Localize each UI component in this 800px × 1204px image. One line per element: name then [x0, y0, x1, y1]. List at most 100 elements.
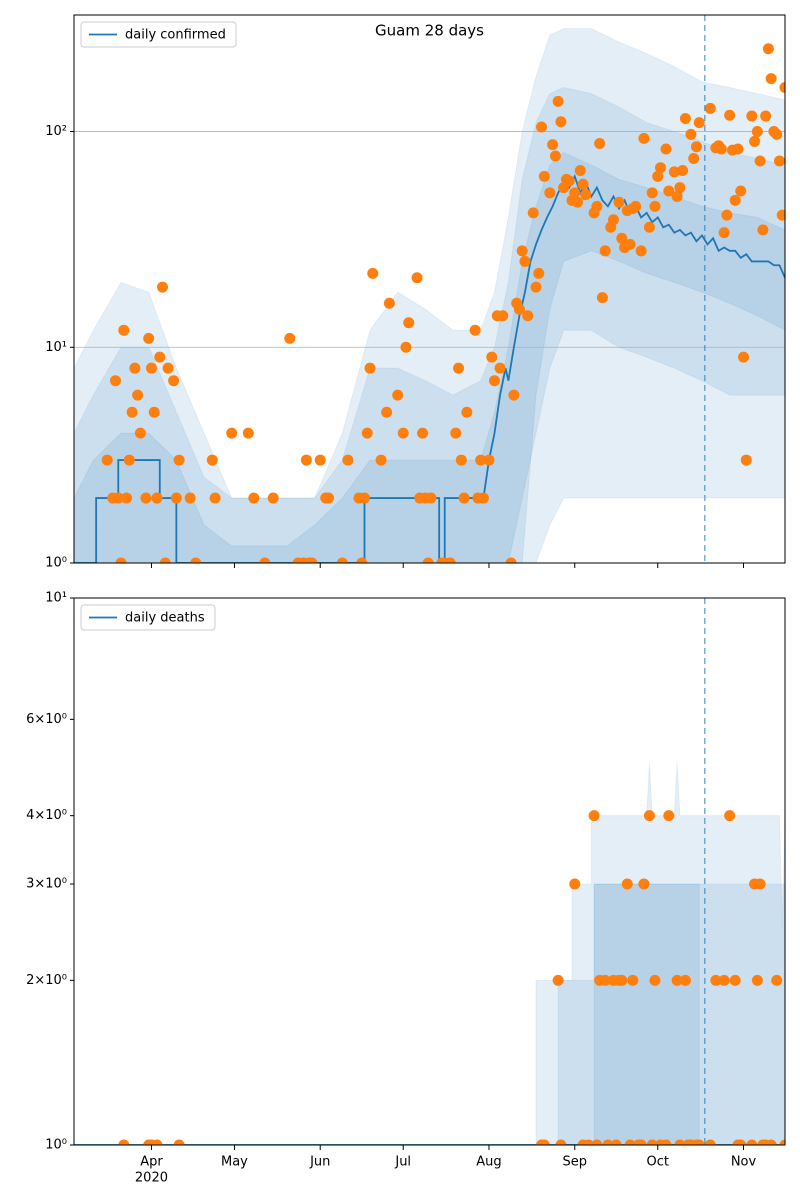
- data-point: [508, 389, 520, 401]
- data-point: [607, 214, 619, 226]
- data-point: [773, 155, 785, 167]
- data-point: [594, 138, 606, 150]
- data-point: [779, 82, 785, 94]
- x-tick-label: Sep: [562, 1155, 587, 1170]
- data-point: [646, 187, 658, 199]
- data-point: [314, 454, 326, 466]
- data-point: [710, 974, 722, 986]
- data-point: [109, 375, 121, 387]
- data-point: [519, 255, 531, 267]
- data-point: [635, 1139, 647, 1145]
- data-point: [599, 245, 611, 257]
- uncertainty-band: [593, 883, 700, 1145]
- data-point: [663, 185, 675, 197]
- data-point: [693, 1139, 705, 1145]
- data-point: [674, 1139, 686, 1145]
- data-point: [616, 232, 628, 244]
- data-point: [184, 492, 196, 504]
- data-point: [677, 164, 689, 176]
- data-point: [779, 1139, 785, 1145]
- data-point: [392, 389, 404, 401]
- x-tick-sublabel: 2020: [135, 1171, 168, 1186]
- data-point: [358, 492, 370, 504]
- data-point: [284, 332, 296, 344]
- data-point: [552, 974, 564, 986]
- data-point: [151, 1139, 163, 1145]
- data-point: [591, 200, 603, 212]
- y-tick-label: 10⁰: [45, 556, 67, 571]
- data-point: [121, 492, 133, 504]
- data-point: [173, 454, 185, 466]
- data-point: [486, 351, 498, 363]
- data-point: [776, 209, 785, 221]
- uncertainty-band: [557, 883, 785, 1145]
- data-point: [411, 272, 423, 284]
- data-point: [101, 454, 113, 466]
- data-point: [627, 974, 639, 986]
- data-point: [715, 143, 727, 155]
- data-point: [655, 162, 667, 174]
- data-point: [425, 492, 437, 504]
- data-point: [417, 427, 429, 439]
- data-point: [668, 166, 680, 178]
- data-point: [646, 1139, 658, 1145]
- data-point: [685, 128, 697, 140]
- data-point: [663, 810, 675, 822]
- data-point: [563, 175, 575, 187]
- data-point: [679, 974, 691, 986]
- y-tick-label: 6×10⁰: [26, 712, 67, 727]
- median-line: [74, 173, 785, 563]
- data-point: [209, 492, 221, 504]
- data-point: [458, 492, 470, 504]
- data-point: [132, 389, 144, 401]
- data-point: [226, 427, 238, 439]
- data-point: [591, 1139, 603, 1145]
- data-point: [569, 187, 581, 199]
- data-point: [718, 227, 730, 239]
- data-point: [762, 43, 774, 55]
- uncertainty-band: [535, 762, 785, 1145]
- data-point: [361, 427, 373, 439]
- data-point: [151, 492, 163, 504]
- data-point: [516, 245, 528, 257]
- data-point: [765, 73, 777, 85]
- x-tick-label: Nov: [731, 1155, 757, 1170]
- data-point: [549, 150, 561, 162]
- data-point: [143, 332, 155, 344]
- plot-area: [74, 28, 785, 563]
- data-point: [596, 292, 608, 304]
- data-point: [552, 95, 564, 107]
- data-point: [157, 281, 169, 293]
- data-point: [112, 492, 124, 504]
- data-point: [624, 1139, 636, 1145]
- data-point: [674, 182, 686, 194]
- axes-frame: [73, 597, 786, 1146]
- data-point: [505, 557, 517, 563]
- data-point: [154, 351, 166, 363]
- data-point: [477, 492, 489, 504]
- data-point: [718, 974, 730, 986]
- data-point: [649, 974, 661, 986]
- y-tick-label: 10⁰: [45, 1138, 67, 1153]
- data-point: [159, 557, 171, 563]
- data-point: [735, 185, 747, 197]
- legend-label: daily confirmed: [125, 28, 226, 43]
- data-point: [248, 492, 260, 504]
- data-point: [643, 221, 655, 233]
- data-point: [638, 878, 650, 890]
- data-point: [259, 557, 271, 563]
- data-point: [754, 878, 766, 890]
- data-point: [671, 190, 683, 202]
- data-point: [356, 557, 368, 563]
- y-tick-label: 3×10⁰: [26, 877, 67, 892]
- data-point: [444, 557, 456, 563]
- data-point: [688, 153, 700, 165]
- data-point: [364, 362, 376, 374]
- data-point: [267, 492, 279, 504]
- data-point: [729, 194, 741, 206]
- data-point: [145, 362, 157, 374]
- data-point: [649, 200, 661, 212]
- data-point: [602, 1139, 614, 1145]
- x-tick-label: Apr: [140, 1155, 163, 1170]
